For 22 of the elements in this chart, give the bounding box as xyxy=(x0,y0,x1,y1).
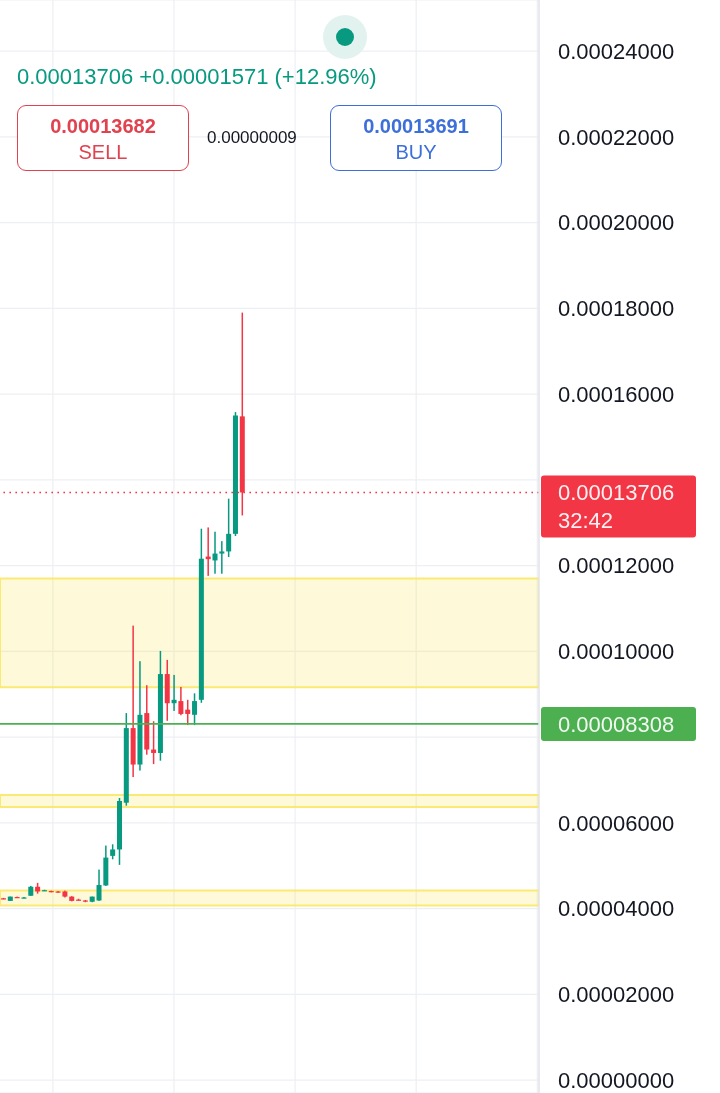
annotation: SELL xyxy=(77,140,129,164)
sell-button: 0.00013682 SELL xyxy=(17,105,189,171)
text: 0.00013706 +0.00001571 (+12.96%) xyxy=(17,64,377,90)
annotation: 0.00013682 xyxy=(49,114,157,138)
y-tick-label: 0.00022000 xyxy=(558,124,675,150)
ref-line-label: 0.00013706 32:42 xyxy=(558,479,675,533)
buy-button: 0.00013691 BUY xyxy=(330,105,502,171)
y-tick-label: 0.00000000 xyxy=(558,1067,675,1093)
y-tick-label: 0.00020000 xyxy=(558,210,675,236)
y-tick-label: 0.00012000 xyxy=(558,553,675,579)
y-tick-label: 0.00016000 xyxy=(558,381,675,407)
annotation: 0.00000009 xyxy=(207,127,297,149)
y-tick-label: 0.00004000 xyxy=(558,896,675,922)
annotation: 0.00013691 xyxy=(362,114,470,138)
y-tick-label: 0.00018000 xyxy=(558,296,675,322)
candlestick xyxy=(219,541,225,574)
y-tick-label: 0.00024000 xyxy=(558,38,675,64)
y-tick-label: 0.00002000 xyxy=(558,982,675,1008)
y-tick-label: 0.00010000 xyxy=(558,639,675,665)
y-tick-label: 0.00006000 xyxy=(558,810,675,836)
ref-line-label: 0.00008308 xyxy=(558,711,675,737)
annotation: BUY xyxy=(394,140,438,164)
